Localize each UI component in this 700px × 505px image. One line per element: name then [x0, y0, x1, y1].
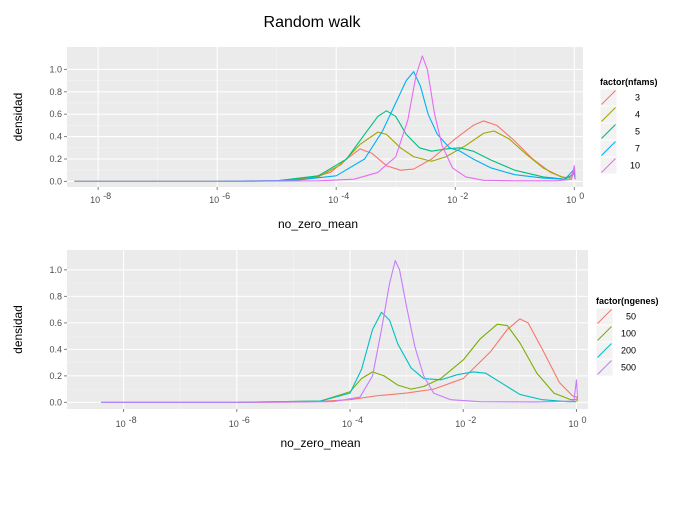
legend-key-line-3 — [601, 90, 616, 105]
legend-label-10: 10 — [630, 161, 640, 171]
legend-key-line-500 — [597, 360, 612, 375]
legend-label-50: 50 — [626, 312, 636, 322]
x-tick-label: 10 — [209, 195, 219, 205]
x-tick-label-exponent: -4 — [341, 191, 349, 201]
legend-label-7: 7 — [635, 144, 640, 154]
legend-label-3: 3 — [635, 93, 640, 103]
x-tick-label: 10 — [342, 419, 352, 429]
legend-label-4: 4 — [635, 110, 640, 120]
panel-nfams: 0.00.20.40.60.81.010 -8 10 -6 10 -4 10 -2 10 0no_… — [11, 47, 658, 231]
x-tick-label-exponent: -8 — [103, 191, 111, 201]
x-tick-label: 10 — [90, 195, 100, 205]
legend-label-5: 5 — [635, 127, 640, 137]
x-tick-label: 10 — [455, 419, 465, 429]
series-line-100 — [101, 323, 579, 403]
legend-label-500: 500 — [621, 363, 636, 373]
x-tick-label-exponent: -2 — [468, 415, 476, 425]
y-tick-label: 0.2 — [49, 154, 62, 164]
series-line-10 — [74, 55, 576, 182]
legend-key-line-50 — [597, 309, 612, 324]
x-tick-label-exponent: 0 — [581, 415, 586, 425]
plot-background — [67, 47, 583, 187]
y-tick-label: 0.6 — [49, 109, 62, 119]
y-tick-label: 0.2 — [49, 371, 62, 381]
series-line-5 — [74, 110, 576, 182]
x-tick-label-exponent: -6 — [242, 415, 250, 425]
x-tick-label: 10 — [566, 195, 576, 205]
y-tick-label: 1.0 — [49, 265, 62, 275]
y-tick-label: 0.6 — [49, 318, 62, 328]
chart-title: Random walk — [264, 14, 362, 31]
x-tick-label: 10 — [328, 195, 338, 205]
y-axis-title: densidad — [11, 305, 25, 354]
series-line-50 — [101, 318, 579, 403]
x-axis-title: no_zero_mean — [278, 217, 358, 231]
panel-ngenes: 0.00.20.40.60.81.010 -8 10 -6 10 -4 10 -2 10 0no_… — [11, 250, 659, 450]
legend-key-line-10 — [601, 158, 616, 173]
legend-title: factor(ngenes) — [596, 296, 659, 306]
legend-key-line-100 — [597, 326, 612, 341]
legend-key-line-4 — [601, 107, 616, 122]
x-tick-label: 10 — [568, 419, 578, 429]
legend-title: factor(nfams) — [600, 77, 658, 87]
y-tick-label: 1.0 — [49, 64, 62, 74]
x-tick-label: 10 — [447, 195, 457, 205]
legend-label-100: 100 — [621, 329, 636, 339]
legend-key-line-7 — [601, 141, 616, 156]
x-tick-label-exponent: -2 — [460, 191, 468, 201]
legend-key-line-5 — [601, 124, 616, 139]
x-tick-label: 10 — [116, 419, 126, 429]
y-tick-label: 0.8 — [49, 87, 62, 97]
series-line-200 — [101, 311, 577, 403]
y-tick-label: 0.8 — [49, 291, 62, 301]
y-tick-label: 0.4 — [49, 132, 62, 142]
series-line-4 — [74, 130, 576, 182]
y-tick-label: 0.0 — [49, 176, 62, 186]
x-tick-label-exponent: 0 — [579, 191, 584, 201]
y-tick-label: 0.0 — [49, 397, 62, 407]
series-line-7 — [74, 71, 576, 182]
x-tick-label: 10 — [229, 419, 239, 429]
series-line-500 — [101, 260, 579, 403]
y-axis-title: densidad — [11, 93, 25, 142]
x-tick-label-exponent: -4 — [355, 415, 363, 425]
x-tick-label-exponent: -6 — [222, 191, 230, 201]
legend-key-line-200 — [597, 343, 612, 358]
x-tick-label-exponent: -8 — [129, 415, 137, 425]
legend-label-200: 200 — [621, 346, 636, 356]
x-axis-title: no_zero_mean — [280, 436, 360, 450]
y-tick-label: 0.4 — [49, 344, 62, 354]
